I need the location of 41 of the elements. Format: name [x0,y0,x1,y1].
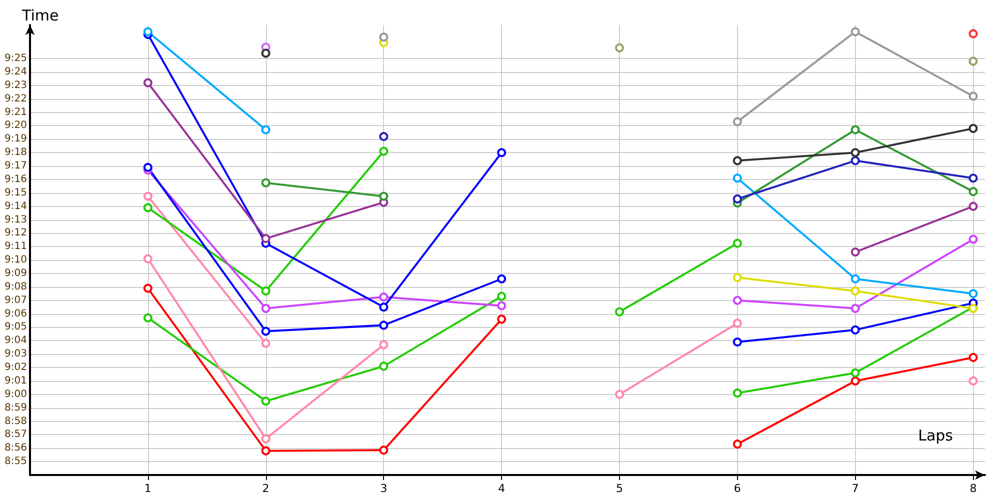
y-tick-label: 9:25 [4,53,27,64]
x-tick-label: 2 [262,482,270,495]
y-tick-label: 9:15 [4,187,27,198]
y-tick-label: 9:00 [4,388,27,400]
y-tick-label: 9:19 [4,134,27,145]
y-tick-label: 9:10 [4,254,27,266]
x-tick-label: 4 [498,482,506,495]
y-axis-title: Time [21,6,59,24]
y-tick-label: 9:21 [4,106,27,118]
y-tick-label: 9:04 [4,335,27,346]
y-tick-label: 9:20 [4,120,27,132]
y-tick-label: 9:11 [4,241,27,252]
y-tick-label: 9:09 [4,268,27,280]
x-tick-label: 7 [852,482,859,495]
y-tick-label: 9:16 [4,174,27,185]
y-tick-label: 8:56 [4,442,27,454]
x-axis-title: Laps [918,426,954,444]
y-tick-label: 8:59 [4,402,27,414]
y-tick-label: 9:14 [4,200,27,212]
x-tick-label: 6 [734,482,741,495]
y-tick-label: 9:01 [4,375,27,386]
x-tick-label: 5 [616,482,624,495]
x-tick-label: 1 [144,482,152,495]
y-tick-label: 9:06 [4,308,27,320]
y-tick-label: 8:57 [4,429,27,440]
x-tick-label: 8 [970,482,977,495]
y-tick-label: 9:03 [4,348,27,360]
y-tick-label: 9:12 [4,228,27,239]
y-tick-label: 8:55 [4,456,27,468]
x-tick-label: 3 [380,482,388,495]
y-tick-label: 9:23 [4,80,27,91]
y-tick-label: 9:22 [4,93,27,104]
y-tick-label: 9:24 [4,66,27,78]
y-tick-label: 9:07 [4,294,27,306]
y-tick-label: 9:05 [4,322,27,333]
y-tick-label: 9:17 [4,160,27,172]
y-tick-label: 9:08 [4,281,27,292]
y-tick-label: 9:13 [4,214,27,226]
y-tick-label: 8:58 [4,416,27,427]
y-tick-label: 9:18 [4,147,27,158]
y-tick-label: 9:02 [4,362,27,374]
